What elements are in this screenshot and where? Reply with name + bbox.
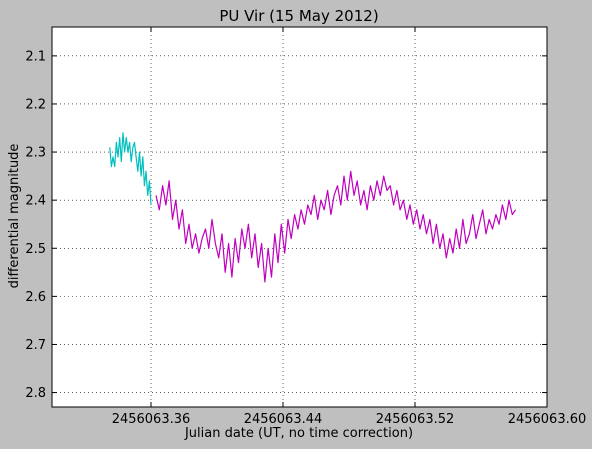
y-tick-label: 2.8 bbox=[25, 386, 46, 401]
y-tick-label: 2.3 bbox=[25, 146, 46, 161]
x-tick-label: 2456063.52 bbox=[376, 412, 455, 427]
x-tick-label: 2456063.60 bbox=[508, 412, 587, 427]
y-tick-label: 2.7 bbox=[25, 338, 46, 353]
axis-ticks: 2456063.36 2456063.44 2456063.52 2456063.60… bbox=[25, 27, 586, 427]
y-tick-label: 2.5 bbox=[25, 242, 46, 257]
series-layer bbox=[109, 132, 517, 283]
chart-title: PU Vir (15 May 2012) bbox=[219, 7, 378, 25]
x-tick-label: 2456063.36 bbox=[112, 412, 191, 427]
series-line-2 bbox=[155, 170, 517, 283]
y-tick-label: 2.4 bbox=[25, 194, 46, 209]
grid bbox=[52, 27, 548, 407]
y-tick-label: 2.1 bbox=[25, 49, 46, 64]
y-axis-label: differential magnitude bbox=[7, 144, 22, 289]
x-tick-label: 2456063.44 bbox=[244, 412, 323, 427]
y-tick-label: 2.2 bbox=[25, 97, 46, 112]
y-tick-label: 2.6 bbox=[25, 290, 46, 305]
plot-frame bbox=[51, 26, 548, 408]
series-line-1 bbox=[109, 132, 152, 206]
x-axis-label: Julian date (UT, no time correction) bbox=[184, 426, 413, 441]
